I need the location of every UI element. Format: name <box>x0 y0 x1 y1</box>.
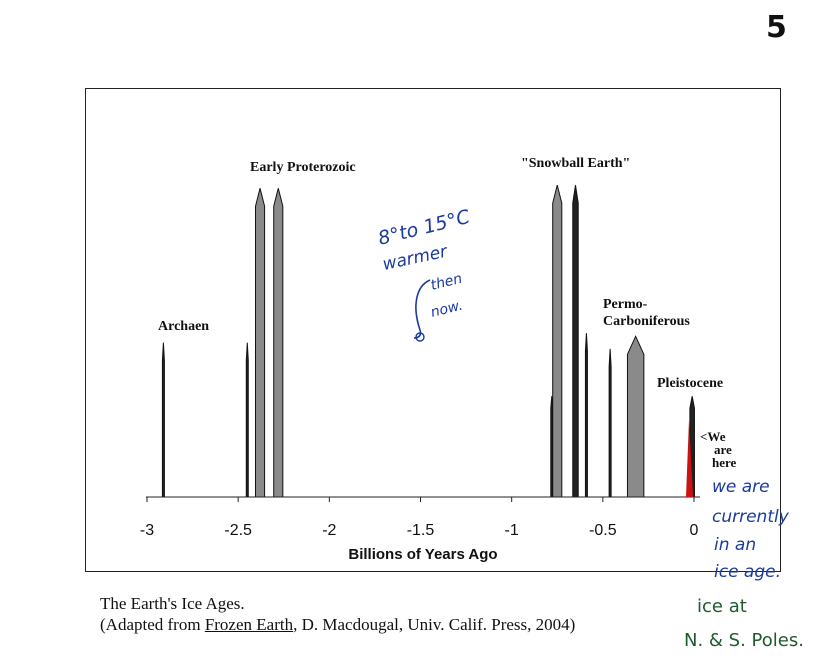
handwritten-note-blue: 8°to 15°C warmer then now. <box>376 206 473 342</box>
glaciation-peak <box>254 188 266 498</box>
hw-blue-in-an: in an <box>714 535 756 555</box>
period-labels: Archaen Early Proterozoic "Snowball Eart… <box>158 156 737 470</box>
hw-blue-dot <box>415 332 425 342</box>
x-ticks: -3 -2.5 -2 -1.5 -1 -0.5 0 <box>140 497 699 539</box>
x-tick-label: -2.5 <box>224 522 252 539</box>
caption-line-2: (Adapted from Frozen Earth, D. Macdougal… <box>100 614 575 635</box>
label-snowball-earth: "Snowball Earth" <box>521 156 630 171</box>
figure-caption: The Earth's Ice Ages. (Adapted from Froz… <box>100 593 575 635</box>
hw-green-ice-at: ice at <box>697 596 747 617</box>
hw-blue-currently: currently <box>712 507 790 527</box>
we-are-here-marker <box>686 420 693 497</box>
chart-frame <box>85 88 781 572</box>
label-are: are <box>714 442 732 457</box>
glaciation-peak <box>608 348 612 498</box>
glaciation-peak <box>273 188 284 498</box>
glaciation-peak <box>552 185 563 498</box>
hw-blue-bracket <box>413 279 431 339</box>
hw-blue-then: then <box>429 271 464 294</box>
caption-pre: (Adapted from <box>100 615 205 634</box>
label-archaen: Archaen <box>158 319 209 334</box>
glaciation-peak <box>161 342 165 498</box>
handwritten-note-green: we are currently in an ice age. ice at N… <box>684 477 804 651</box>
label-early-proterozoic: Early Proterozoic <box>250 160 356 175</box>
hw-blue-ice-age: ice age. <box>714 562 781 582</box>
label-we: <We <box>700 429 726 444</box>
hw-blue-temp: 8°to 15°C <box>376 206 473 250</box>
label-permo: Permo- <box>603 297 648 312</box>
x-axis-label: Billions of Years Ago <box>348 546 497 563</box>
x-tick-label: -3 <box>140 522 154 539</box>
x-tick-label: -2 <box>322 522 336 539</box>
x-tick-label: -1 <box>505 522 519 539</box>
glaciation-peak <box>584 333 588 498</box>
glaciation-peak <box>245 342 249 498</box>
caption-post: , D. Macdougal, Univ. Calif. Press, 2004… <box>293 615 576 634</box>
page-number: 5 <box>766 10 787 45</box>
x-tick-label: 0 <box>690 522 699 539</box>
glaciation-peak <box>626 335 645 498</box>
label-carboniferous: Carboniferous <box>603 314 690 329</box>
x-tick-label: -0.5 <box>589 522 617 539</box>
caption-line-1: The Earth's Ice Ages. <box>100 594 245 613</box>
caption-book-title: Frozen Earth <box>204 615 294 634</box>
label-pleistocene: Pleistocene <box>657 376 723 391</box>
label-here: here <box>712 455 737 470</box>
glaciation-peak <box>572 185 579 498</box>
hw-green-poles: N. & S. Poles. <box>684 630 804 651</box>
hw-blue-now: now. <box>429 298 464 321</box>
x-tick-label: -1.5 <box>407 522 435 539</box>
hw-blue-we-are: we are <box>712 477 770 497</box>
